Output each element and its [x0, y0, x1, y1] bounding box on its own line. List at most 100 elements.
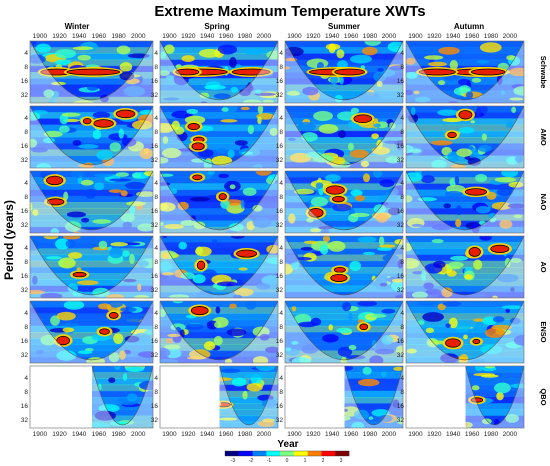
x-axis-label: Year	[277, 439, 298, 450]
field-blob	[265, 346, 278, 353]
field-blob	[122, 221, 132, 229]
field-blob	[391, 278, 403, 283]
field-blob	[62, 327, 75, 333]
field-blob	[228, 223, 244, 232]
field-blob	[196, 290, 215, 298]
field-blob	[164, 344, 181, 350]
field-blob	[73, 100, 94, 103]
field-band	[160, 236, 278, 243]
panel-enso-summer	[284, 300, 404, 364]
field-blob	[385, 156, 401, 164]
field-band	[160, 78, 278, 85]
y-tick-label: 4	[154, 50, 158, 57]
field-blob	[371, 146, 391, 155]
field-blob	[374, 348, 395, 355]
panel-ao-spring	[159, 235, 279, 299]
field-band	[285, 313, 403, 321]
field-blob	[72, 46, 94, 51]
cone-of-influence	[465, 366, 524, 428]
x-tick-label-bottom: 1960	[344, 431, 359, 438]
field-blob	[114, 366, 121, 371]
panel-field	[285, 301, 403, 363]
field-blob	[336, 327, 353, 334]
field-band	[344, 372, 403, 379]
field-blob	[318, 123, 339, 134]
colorbar-segment	[280, 451, 295, 456]
field-blob	[216, 147, 228, 154]
field-blob	[161, 147, 182, 159]
field-blob	[84, 188, 97, 199]
field-band	[285, 177, 403, 184]
field-blob	[337, 346, 353, 357]
field-blob	[454, 322, 471, 333]
cone-of-influence	[30, 41, 153, 103]
y-tick-label: 8	[154, 259, 158, 266]
field-blob	[137, 283, 142, 292]
field-band	[285, 220, 403, 228]
colorbar-segment	[307, 451, 322, 456]
field-blob	[513, 86, 524, 96]
y-tick-label: 8	[400, 259, 404, 266]
panel-field	[285, 171, 403, 233]
field-blob	[288, 137, 296, 141]
field-band	[160, 106, 278, 113]
field-blob	[442, 301, 462, 307]
y-tick-label: 16	[21, 143, 29, 150]
field-blob	[65, 239, 76, 248]
panel-field	[406, 301, 524, 363]
field-blob	[247, 124, 254, 135]
field-blob	[446, 270, 457, 277]
panel-frame	[29, 40, 154, 104]
field-blob	[230, 86, 239, 93]
significance-contour	[236, 249, 258, 258]
panel-nao-spring	[159, 170, 279, 234]
field-band	[285, 260, 403, 268]
field-band	[30, 195, 153, 203]
field-blob	[108, 247, 123, 259]
y-tick-label: 4	[279, 50, 283, 57]
x-tick-label-top: 1980	[363, 33, 378, 40]
field-blob	[510, 287, 515, 292]
y-tick-label: 8	[24, 129, 28, 136]
field-blob	[450, 255, 468, 261]
field-blob	[257, 116, 262, 125]
field-band	[344, 397, 403, 404]
field-blob	[133, 295, 150, 298]
x-tick-label-top: 1980	[238, 33, 253, 40]
y-tick-label: 8	[400, 389, 404, 396]
x-tick-label-top: 2000	[503, 33, 518, 40]
field-blob	[410, 106, 416, 116]
panel-frame	[159, 105, 279, 169]
y-tick-label: 32	[21, 157, 29, 164]
field-blob	[360, 160, 370, 168]
field-blob	[506, 55, 516, 61]
field-blob	[285, 252, 299, 264]
y-tick-label: 8	[279, 324, 283, 331]
y-tick-label: 32	[151, 157, 159, 164]
field-band	[285, 143, 403, 150]
field-blob	[358, 92, 380, 101]
field-band	[219, 403, 278, 410]
field-blob	[470, 359, 486, 363]
field-band	[406, 285, 524, 293]
field-blob	[423, 282, 434, 290]
y-tick-label: 16	[21, 208, 29, 215]
field-band	[91, 366, 153, 373]
x-tick-label-bottom: 1900	[287, 431, 302, 438]
field-band	[160, 332, 278, 339]
y-tick-label: 16	[397, 78, 405, 85]
significance-contour	[458, 110, 473, 120]
y-tick-label: 16	[397, 403, 405, 410]
field-band	[285, 285, 403, 293]
field-blob	[406, 71, 418, 79]
field-blob	[332, 203, 352, 212]
field-blob	[488, 212, 497, 219]
x-tick-label-bottom: 1900	[408, 431, 423, 438]
field-blob	[64, 221, 82, 232]
field-blob	[200, 101, 207, 103]
field-blob	[496, 273, 519, 283]
field-band	[406, 195, 524, 203]
field-blob	[169, 294, 190, 298]
row-label-qbo: QBO	[539, 388, 548, 405]
field-blob	[144, 148, 150, 155]
